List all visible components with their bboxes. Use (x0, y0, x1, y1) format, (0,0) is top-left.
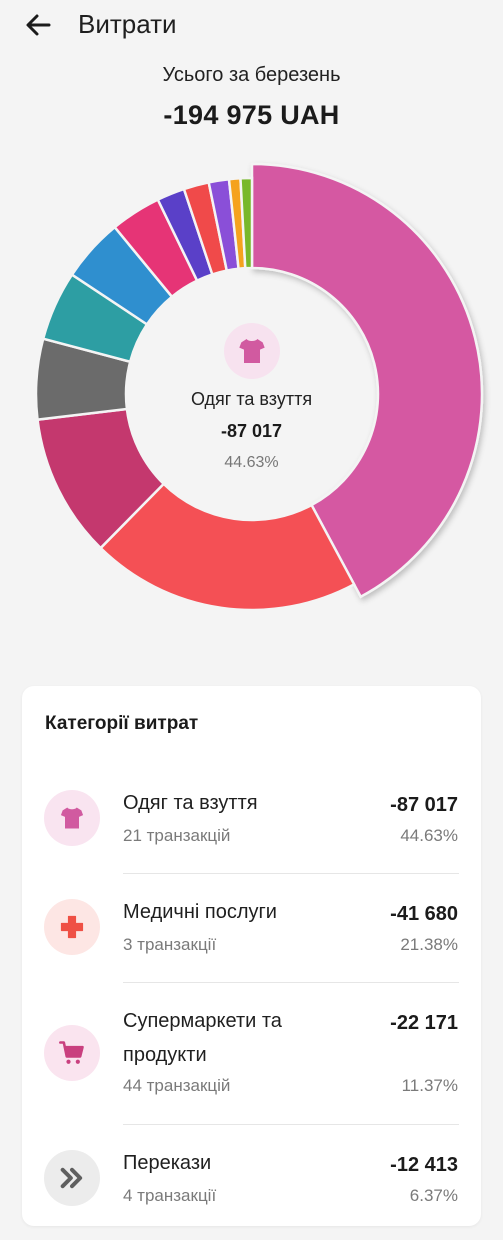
category-transactions: 44 транзакцій (123, 1076, 231, 1095)
category-icon-badge (44, 1150, 100, 1206)
category-name: Одяг та взуття (123, 792, 258, 814)
category-amount: -12 413 (390, 1154, 458, 1176)
expense-donut-chart[interactable] (0, 150, 503, 640)
period-total-label: Усього за березень (162, 64, 341, 86)
row-divider (123, 982, 459, 983)
category-name: Медичні послуги (123, 901, 277, 923)
donut-slice-1[interactable] (250, 162, 484, 599)
category-amount: -87 017 (390, 794, 458, 816)
top-bar: Витрати (0, 0, 503, 50)
category-icon-badge (44, 790, 100, 846)
category-icon-badge (44, 1025, 100, 1081)
category-name: Супермаркети та продукти (123, 1010, 282, 1066)
tshirt-icon (239, 339, 265, 363)
category-percent: 11.37% (401, 1076, 458, 1095)
back-arrow-icon[interactable] (22, 8, 56, 42)
category-icon-badge (44, 899, 100, 955)
page-title: Витрати (78, 9, 177, 39)
category-percent: 44.63% (400, 826, 458, 845)
selected-category-name: Одяг та взуття (190, 389, 313, 409)
category-percent: 21.38% (400, 935, 458, 954)
medical-cross-icon (60, 915, 84, 939)
shopping-cart-icon (59, 1041, 84, 1064)
category-transactions: 21 транзакцій (123, 826, 231, 845)
donut-slice-2[interactable] (98, 482, 356, 612)
category-amount: -22 171 (390, 1012, 458, 1034)
row-divider (123, 1124, 459, 1125)
donut-slice-12[interactable] (239, 176, 254, 270)
category-row-clothing[interactable]: Одяг та взуття 21 транзакцій -87 017 44.… (22, 790, 481, 880)
selected-category-badge (224, 323, 280, 379)
category-amount: -41 680 (390, 903, 458, 925)
category-transactions: 4 транзакції (123, 1186, 217, 1205)
category-row-supermarkets[interactable]: Супермаркети та продукти 44 транзакцій -… (22, 1008, 481, 1118)
category-percent: 6.37% (409, 1186, 458, 1205)
period-total-value: -194 975 UAH (163, 100, 340, 130)
category-row-medical[interactable]: Медичні послуги 3 транзакції -41 680 21.… (22, 899, 481, 989)
row-divider (123, 873, 459, 874)
tshirt-icon (60, 807, 84, 829)
selected-category-percent: 44.63% (224, 454, 279, 471)
category-transactions: 3 транзакції (123, 935, 217, 954)
double-chevron-right-icon (60, 1167, 83, 1189)
expense-categories-card: Категорії витрат Одяг та взуття 21 транз… (22, 686, 481, 1226)
selected-category-value: -87 017 (220, 421, 283, 441)
category-name: Перекази (123, 1152, 212, 1174)
category-row-transfers[interactable]: Перекази 4 транзакції -12 413 6.37% (22, 1150, 481, 1240)
card-title: Категорії витрат (45, 713, 199, 734)
